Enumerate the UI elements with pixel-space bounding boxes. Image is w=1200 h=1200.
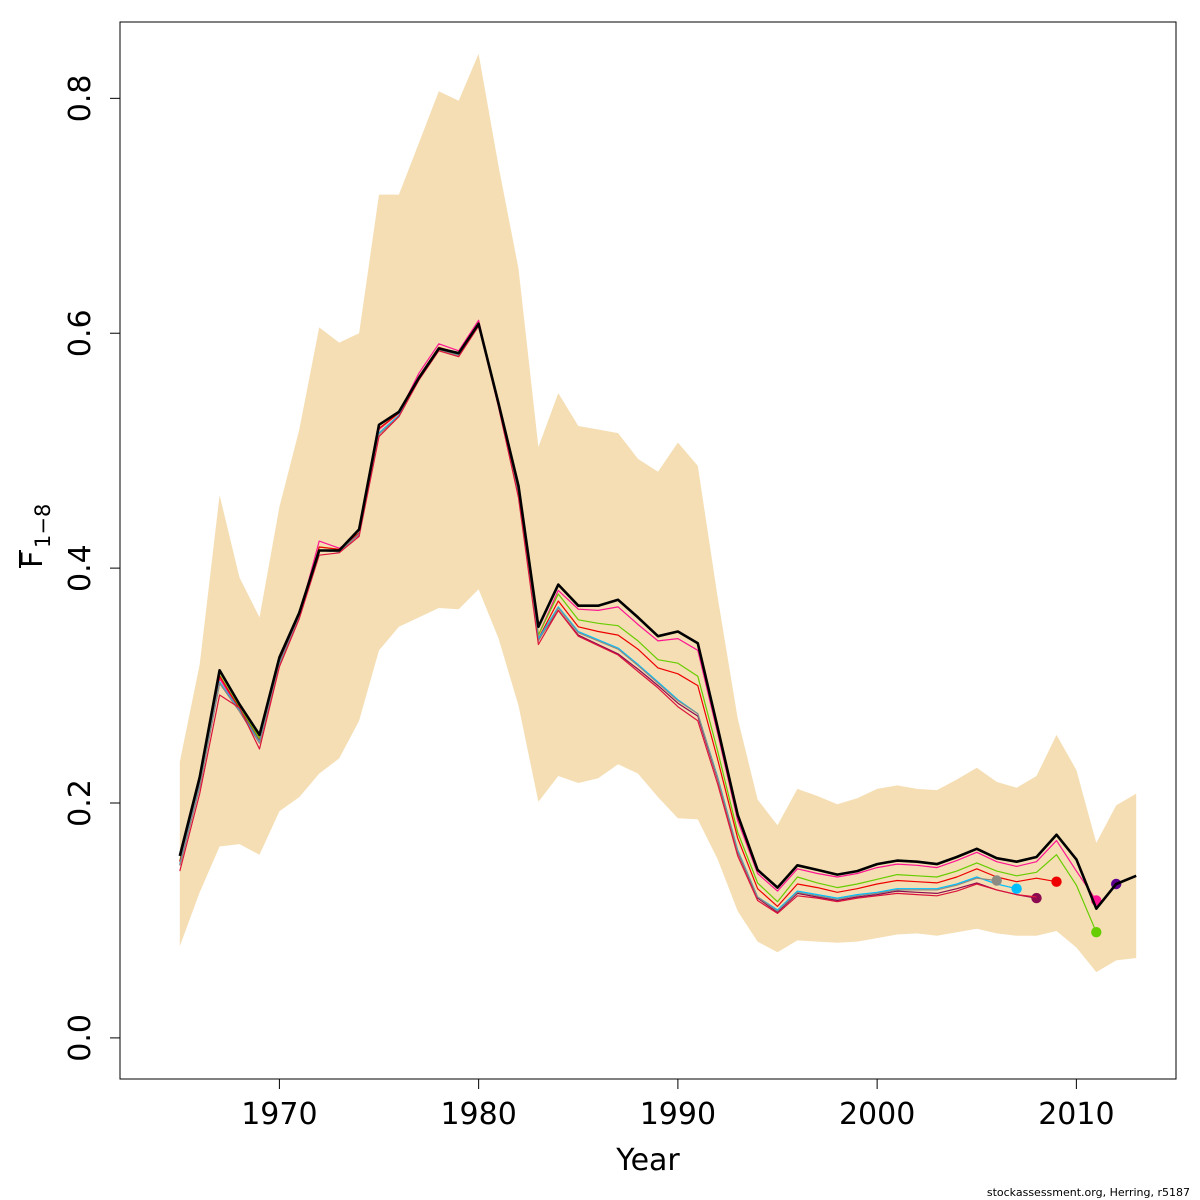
confidence-band [179, 53, 1137, 973]
credit-text: stockassessment.org, Herring, r5187 [987, 1186, 1190, 1199]
x-axis-title: Year [615, 1143, 680, 1178]
series-line-3 [179, 322, 1057, 907]
series-end-point-6 [991, 875, 1002, 886]
series-line-1 [179, 319, 1097, 901]
plot-layer [178, 53, 1137, 973]
x-tick-label: 1970 [241, 1097, 317, 1132]
series-end-point-3 [1051, 876, 1062, 887]
y-tick-label: 0.0 [63, 1014, 98, 1062]
axis-layer: 1970 1980 1990 2000 2010 0.0 0.2 0.4 0.6 0.8 [63, 74, 1115, 1132]
y-tick-label: 0.6 [63, 309, 98, 357]
y-axis-title-main: F [15, 551, 50, 568]
x-tick-label: 2010 [1038, 1097, 1114, 1132]
x-tick-label: 1990 [640, 1097, 716, 1132]
x-tick-label: 2000 [839, 1097, 915, 1132]
series-end-point-5 [1011, 883, 1022, 894]
series-end-point-2 [1091, 927, 1102, 938]
series-line-7 [179, 325, 1037, 914]
y-tick-label: 0.8 [63, 74, 98, 122]
y-axis-title-sub: 1−8 [31, 504, 55, 548]
y-tick-label: 0.4 [63, 544, 98, 592]
y-axis-title: F 1−8 [15, 504, 55, 568]
series-end-point-4 [1031, 892, 1042, 904]
series-line-0 [178, 322, 1137, 910]
y-tick-label: 0.2 [63, 779, 98, 827]
x-tick-label: 1980 [440, 1097, 516, 1132]
